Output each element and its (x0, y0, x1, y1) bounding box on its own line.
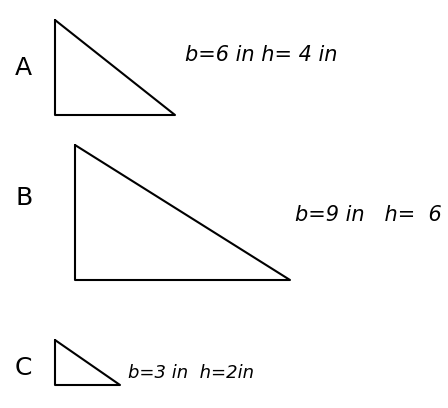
Text: b=9 in   h=  6 in: b=9 in h= 6 in (295, 205, 448, 225)
Text: b=3 in  h=2in: b=3 in h=2in (128, 364, 254, 382)
Text: b=6 in h= 4 in: b=6 in h= 4 in (185, 45, 337, 65)
Text: B: B (15, 186, 32, 210)
Text: A: A (15, 56, 32, 80)
Text: C: C (15, 356, 32, 380)
